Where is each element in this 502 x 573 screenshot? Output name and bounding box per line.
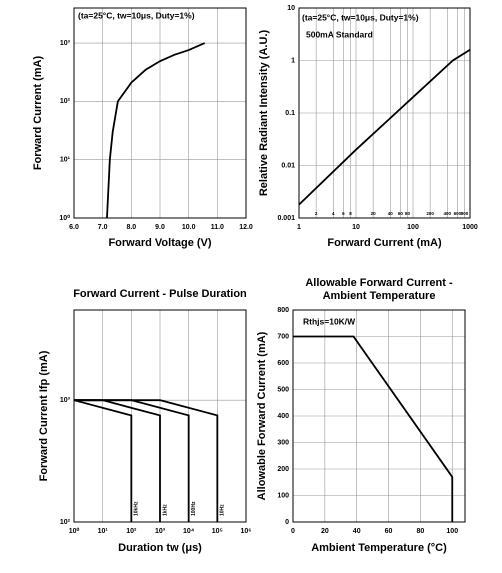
y-tick-label: 0.001 bbox=[277, 215, 295, 222]
x-tick-label: 10² bbox=[126, 528, 137, 535]
y-axis-label: Forward Current Ifp (mA) bbox=[38, 350, 50, 481]
plot-frame bbox=[73, 7, 247, 219]
annotation: 500mA Standard bbox=[306, 29, 373, 39]
chart-title: Allowable Forward Current - Ambient Temp… bbox=[305, 277, 453, 302]
x-tick-label: 400 bbox=[444, 211, 452, 216]
series-label: 1kHz bbox=[162, 504, 168, 516]
series-label: 10kHz bbox=[134, 501, 140, 516]
x-axis-label: Forward Current (mA) bbox=[327, 237, 442, 249]
x-tick-label: 10⁶ bbox=[240, 528, 251, 535]
x-tick-label: 6.0 bbox=[69, 224, 79, 231]
x-tick-label: 2 bbox=[315, 211, 318, 216]
x-tick-label: 600 bbox=[454, 211, 462, 216]
plot-frame bbox=[298, 7, 471, 219]
x-tick-label: 4 bbox=[332, 211, 335, 216]
x-axis-label: Ambient Temperature (°C) bbox=[311, 542, 447, 554]
x-tick-label: 9.0 bbox=[155, 224, 165, 231]
x-tick-label: 40 bbox=[388, 211, 394, 216]
y-axis-label: Relative Radiant Intensity (A.U.) bbox=[258, 30, 270, 197]
x-tick-label: 6 bbox=[342, 211, 345, 216]
x-tick-label: 100 bbox=[407, 224, 419, 231]
x-tick-label: 20 bbox=[321, 528, 329, 535]
x-tick-label: 40 bbox=[353, 528, 361, 535]
y-tick-label: 10³ bbox=[60, 40, 71, 47]
x-tick-label: 1 bbox=[297, 224, 301, 231]
x-tick-label: 800 bbox=[461, 211, 469, 216]
y-tick-label: 0.01 bbox=[281, 162, 295, 169]
series-line bbox=[74, 399, 219, 522]
x-tick-label: 60 bbox=[385, 528, 393, 535]
chart-title: Forward Current - Pulse Duration bbox=[73, 288, 247, 300]
x-tick-label: 10¹ bbox=[98, 528, 109, 535]
series-label: 100Hz bbox=[191, 501, 197, 516]
x-tick-label: 80 bbox=[417, 528, 425, 535]
x-tick-label: 10 bbox=[352, 224, 360, 231]
x-tick-label: 60 bbox=[398, 211, 404, 216]
y-tick-label: 10⁰ bbox=[59, 214, 70, 222]
y-tick-label: 800 bbox=[277, 307, 289, 314]
y-tick-label: 0.1 bbox=[285, 110, 295, 117]
plot-frame bbox=[292, 309, 466, 523]
x-tick-label: 11.0 bbox=[211, 224, 224, 231]
y-axis-label: Forward Current (mA) bbox=[32, 56, 44, 171]
series-line bbox=[293, 335, 454, 522]
y-tick-label: 600 bbox=[277, 360, 289, 367]
x-axis-label: Forward Voltage (V) bbox=[108, 237, 211, 249]
y-tick-label: 10¹ bbox=[60, 157, 71, 164]
y-axis-label: Allowable Forward Current (mA) bbox=[256, 331, 268, 500]
y-tick-label: 700 bbox=[277, 333, 289, 340]
x-tick-label: 12.0 bbox=[239, 224, 253, 231]
y-tick-label: 100 bbox=[277, 492, 289, 499]
y-tick-label: 1 bbox=[291, 57, 295, 64]
series-label: 10Hz bbox=[220, 504, 226, 516]
x-tick-label: 10.0 bbox=[182, 224, 196, 231]
x-tick-label: 1000 bbox=[462, 224, 478, 231]
x-tick-label: 8 bbox=[349, 211, 352, 216]
x-tick-label: 80 bbox=[405, 211, 411, 216]
annotation: (ta=25°C, tw=10μs, Duty=1%) bbox=[78, 10, 195, 20]
y-tick-label: 10² bbox=[60, 519, 71, 526]
y-tick-label: 0 bbox=[285, 519, 289, 526]
x-tick-label: 10³ bbox=[155, 528, 166, 535]
y-tick-label: 400 bbox=[277, 413, 289, 420]
y-tick-label: 300 bbox=[277, 439, 289, 446]
x-tick-label: 8.0 bbox=[126, 224, 136, 231]
x-tick-label: 7.0 bbox=[98, 224, 108, 231]
series-line bbox=[106, 42, 206, 219]
x-tick-label: 10⁰ bbox=[69, 527, 80, 535]
annotation: Rthjs=10K/W bbox=[303, 316, 356, 326]
y-tick-label: 10³ bbox=[60, 397, 71, 404]
x-axis-label: Duration tw (μs) bbox=[118, 542, 202, 554]
x-tick-label: 200 bbox=[426, 211, 434, 216]
series-line bbox=[298, 49, 471, 206]
y-tick-label: 500 bbox=[277, 386, 289, 393]
y-tick-label: 10² bbox=[60, 98, 71, 105]
y-tick-label: 10 bbox=[287, 5, 295, 12]
x-tick-label: 0 bbox=[291, 528, 295, 535]
x-tick-label: 100 bbox=[446, 528, 458, 535]
y-tick-label: 200 bbox=[277, 466, 289, 473]
x-tick-label: 20 bbox=[371, 211, 377, 216]
x-tick-label: 10⁵ bbox=[212, 528, 223, 535]
x-tick-label: 10⁴ bbox=[183, 528, 195, 535]
annotation: (ta=25°C, tw=10μs, Duty=1%) bbox=[302, 12, 419, 22]
series-line bbox=[73, 399, 133, 522]
